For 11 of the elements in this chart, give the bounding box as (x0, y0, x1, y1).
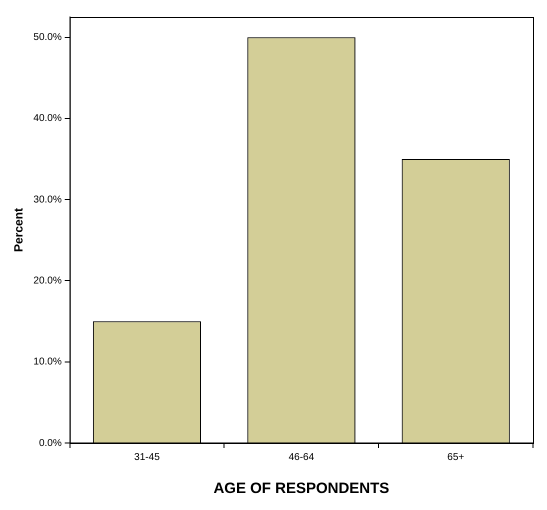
x-axis-title: AGE OF RESPONDENTS (213, 480, 390, 498)
x-tick-label: 65+ (447, 452, 464, 463)
y-axis-title: Percent (12, 208, 26, 252)
y-tick-label: 30.0% (33, 194, 62, 206)
x-tick-label: 31-45 (134, 452, 160, 463)
y-tick-label: 0.0% (38, 438, 62, 449)
y-tick-label: 40.0% (33, 113, 62, 124)
x-tick-label: 46-64 (288, 452, 315, 463)
y-tick-label: 10.0% (33, 356, 62, 368)
y-tick-label: 20.0% (33, 275, 62, 286)
y-tick-label: 50.0% (33, 32, 62, 44)
